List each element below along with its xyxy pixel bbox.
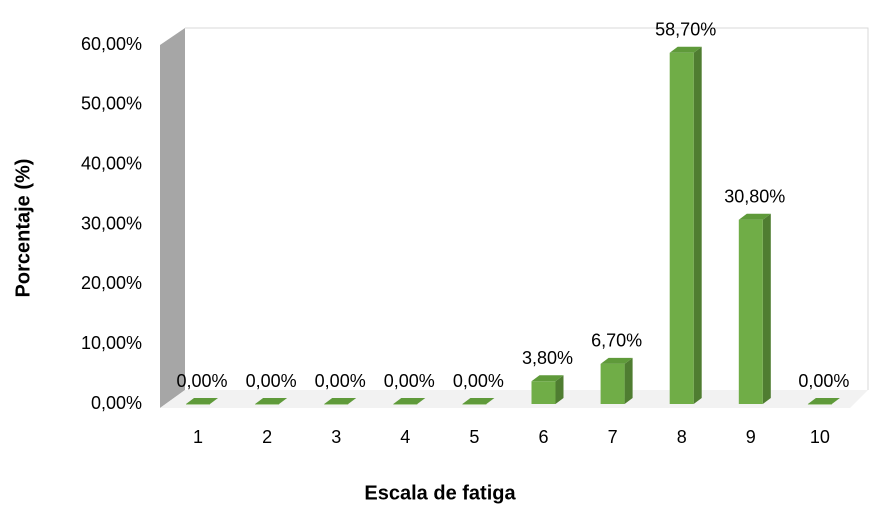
bar-top bbox=[255, 398, 288, 404]
bar-side bbox=[624, 357, 633, 404]
y-tick-label: 30,00% bbox=[81, 213, 142, 233]
x-tick-label: 8 bbox=[677, 427, 687, 447]
data-label: 58,70% bbox=[655, 20, 716, 40]
y-tick-label: 60,00% bbox=[81, 34, 142, 54]
data-label: 30,80% bbox=[724, 186, 785, 206]
y-axis-title: Porcentaje (%) bbox=[12, 159, 34, 298]
bar bbox=[393, 404, 418, 405]
data-label: 0,00% bbox=[384, 371, 435, 391]
y-tick-label: 0,00% bbox=[91, 393, 142, 413]
data-label: 0,00% bbox=[176, 371, 227, 391]
x-tick-label: 10 bbox=[810, 427, 830, 447]
data-label: 0,00% bbox=[798, 371, 849, 391]
bar bbox=[255, 404, 280, 405]
bar-top bbox=[531, 375, 564, 382]
bar-top bbox=[324, 398, 357, 404]
side-wall bbox=[160, 28, 185, 408]
bar bbox=[324, 404, 349, 405]
bar-side bbox=[555, 375, 564, 404]
data-label: 6,70% bbox=[591, 331, 642, 351]
x-tick-label: 6 bbox=[538, 427, 548, 447]
y-tick-label: 40,00% bbox=[81, 153, 142, 173]
bar-side bbox=[693, 46, 702, 405]
bar-top bbox=[393, 398, 426, 404]
x-axis-title: Escala de fatiga bbox=[364, 482, 516, 504]
bar bbox=[531, 381, 556, 404]
x-tick-label: 3 bbox=[331, 427, 341, 447]
bar bbox=[462, 404, 487, 405]
x-tick-label: 2 bbox=[262, 427, 272, 447]
bar bbox=[600, 363, 625, 404]
bar bbox=[669, 52, 694, 405]
x-tick-label: 9 bbox=[746, 427, 756, 447]
bar-top bbox=[600, 357, 633, 364]
data-label: 0,00% bbox=[315, 371, 366, 391]
data-label: 0,00% bbox=[453, 371, 504, 391]
data-label: 0,00% bbox=[246, 371, 297, 391]
bar-top bbox=[462, 398, 495, 404]
x-tick-label: 5 bbox=[469, 427, 479, 447]
y-tick-label: 50,00% bbox=[81, 94, 142, 114]
back-wall-border bbox=[185, 27, 869, 390]
bar bbox=[738, 219, 763, 404]
bar-top bbox=[669, 46, 702, 53]
x-tick-label: 4 bbox=[400, 427, 410, 447]
y-tick-label: 20,00% bbox=[81, 273, 142, 293]
bar bbox=[807, 404, 832, 405]
y-tick-label: 10,00% bbox=[81, 333, 142, 353]
x-tick-label: 7 bbox=[608, 427, 618, 447]
data-label: 3,80% bbox=[522, 348, 573, 368]
bar bbox=[186, 404, 210, 405]
bar-top bbox=[807, 398, 840, 404]
x-tick-label: 1 bbox=[193, 427, 203, 447]
bar-top bbox=[186, 398, 218, 404]
bar-side bbox=[762, 213, 771, 404]
bar-top bbox=[738, 213, 771, 220]
